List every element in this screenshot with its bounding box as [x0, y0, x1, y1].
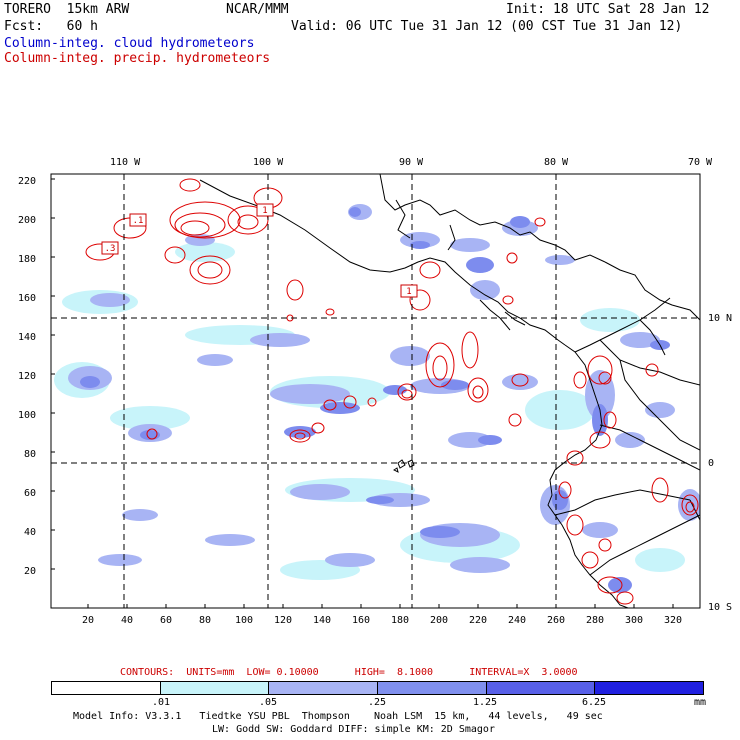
map-frame [50, 173, 701, 609]
colorbar-bin-1 [159, 682, 269, 694]
precip-field-label: Column-integ. precip. hydrometeors [4, 51, 271, 66]
lon-label-110w: 110 W [110, 157, 141, 168]
colorbar-label-2: .05 [259, 697, 278, 708]
y-tick-40: 40 [24, 527, 37, 538]
valid-time: Valid: 06 UTC Tue 31 Jan 12 (00 CST Tue … [291, 19, 683, 34]
y-tick-60: 60 [24, 488, 37, 499]
colorbar-bin-0 [52, 682, 160, 694]
cloud-hydrometeor-field [54, 204, 700, 593]
lat-label-10s: 10 S [708, 602, 733, 613]
colorbar-bin-4 [485, 682, 595, 694]
colorbar-label-5: 6.25 [582, 697, 607, 708]
x-tick-300: 300 [625, 615, 644, 626]
colorbar-bin-5 [594, 682, 704, 694]
contour-label-3: 1 [262, 206, 267, 216]
y-tick-140: 140 [18, 332, 37, 343]
coastline [199, 174, 700, 608]
x-tick-160: 160 [352, 615, 371, 626]
init-time: Init: 18 UTC Sat 28 Jan 12 [506, 2, 710, 17]
y-tick-180: 180 [18, 254, 37, 265]
x-tick-280: 280 [586, 615, 605, 626]
lat-label-10n: 10 N [708, 313, 733, 324]
y-tick-160: 160 [18, 293, 37, 304]
y-tick-100: 100 [18, 410, 37, 421]
y-tick-120: 120 [18, 371, 37, 382]
x-tick-320: 320 [664, 615, 683, 626]
x-tick-80: 80 [199, 615, 212, 626]
colorbar-units: mm [694, 697, 707, 708]
contour-label-2: .3 [105, 244, 116, 254]
x-tick-200: 200 [430, 615, 449, 626]
contour-info: CONTOURS: UNITS=mm LOW= 0.10000 HIGH= 8.… [120, 667, 578, 678]
x-tick-40: 40 [121, 615, 134, 626]
lon-label-100w: 100 W [253, 157, 284, 168]
y-tick-20: 20 [24, 566, 37, 577]
lat-label-0: 0 [708, 458, 715, 469]
colorbar-label-3: .25 [368, 697, 387, 708]
model-info-line-2: LW: Godd SW: Goddard DIFF: simple KM: 2D… [212, 724, 495, 735]
contour-label-1: .1 [133, 216, 144, 226]
y-tick-220: 220 [18, 176, 37, 187]
contour-label-4: 1 [406, 287, 411, 297]
colorbar [51, 681, 704, 695]
forecast-hour: Fcst: 60 h [4, 19, 98, 34]
x-tick-260: 260 [547, 615, 566, 626]
colorbar-bin-2 [268, 682, 378, 694]
x-tick-100: 100 [235, 615, 254, 626]
model-info-line-1: Model Info: V3.3.1 Tiedtke YSU PBL Thomp… [73, 711, 603, 722]
x-tick-120: 120 [274, 615, 293, 626]
lon-label-70w: 70 W [688, 157, 713, 168]
boxed-labels: .1 .3 1 1 [101, 203, 418, 298]
precip-contours [85, 178, 699, 605]
model-title: TORERO 15km ARW [4, 2, 130, 17]
latlon-grid [51, 174, 700, 608]
cloud-field-label: Column-integ. cloud hydrometeors [4, 36, 255, 51]
colorbar-label-4: 1.25 [473, 697, 498, 708]
x-tick-140: 140 [313, 615, 332, 626]
y-tick-80: 80 [24, 449, 37, 460]
colorbar-bin-3 [377, 682, 486, 694]
colorbar-label-1: .01 [152, 697, 171, 708]
y-tick-200: 200 [18, 215, 37, 226]
lon-label-80w: 80 W [544, 157, 569, 168]
x-tick-180: 180 [391, 615, 410, 626]
x-tick-20: 20 [82, 615, 95, 626]
x-tick-220: 220 [469, 615, 488, 626]
frame-ticks [51, 178, 674, 608]
center-title: NCAR/MMM [226, 2, 289, 17]
lon-label-90w: 90 W [399, 157, 424, 168]
x-tick-60: 60 [160, 615, 173, 626]
x-tick-240: 240 [508, 615, 527, 626]
